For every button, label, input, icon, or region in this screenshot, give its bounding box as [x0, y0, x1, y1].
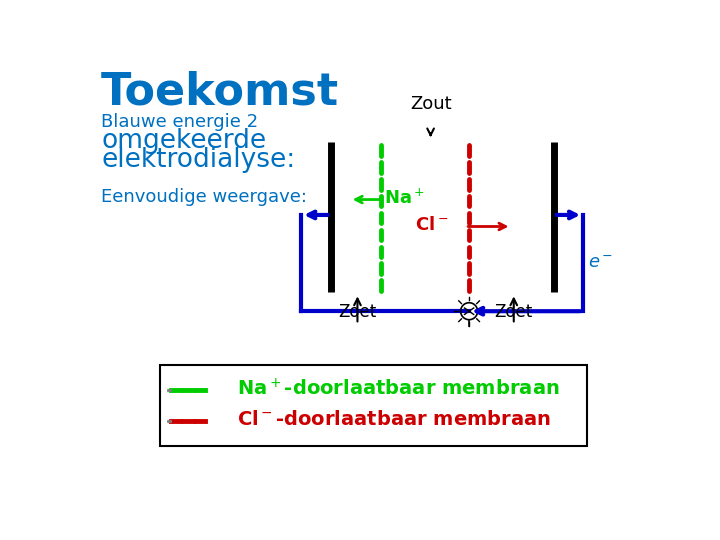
Text: elektrodialyse:: elektrodialyse:: [101, 147, 295, 173]
Text: Zout: Zout: [410, 94, 451, 112]
Text: Eenvoudige weergave:: Eenvoudige weergave:: [101, 188, 307, 206]
Text: omgekeerde: omgekeerde: [101, 128, 266, 154]
Text: Zoet: Zoet: [495, 303, 533, 321]
Text: Toekomst: Toekomst: [101, 71, 339, 114]
Text: Zoet: Zoet: [338, 303, 377, 321]
Text: e$^-$: e$^-$: [588, 254, 613, 272]
Text: Na$^+$: Na$^+$: [384, 188, 426, 208]
Text: Cl$^-$-doorlaatbaar membraan: Cl$^-$-doorlaatbaar membraan: [237, 410, 551, 429]
Bar: [160, 365, 587, 446]
Text: Cl$^-$: Cl$^-$: [415, 216, 449, 234]
Text: Na$^+$-doorlaatbaar membraan: Na$^+$-doorlaatbaar membraan: [237, 379, 559, 400]
Text: Blauwe energie 2: Blauwe energie 2: [101, 112, 258, 131]
